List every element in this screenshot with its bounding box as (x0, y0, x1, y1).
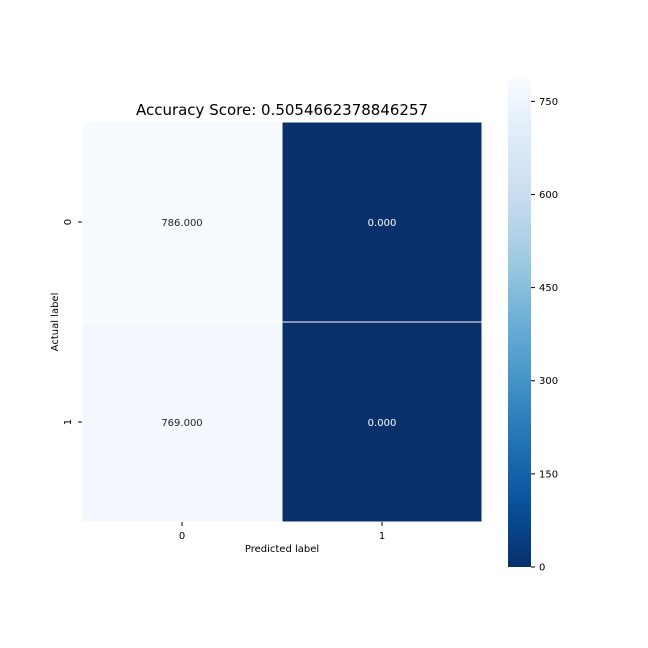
colorbar-tick-label-0: 0 (539, 563, 545, 574)
colorbar-tick-label-5: 750 (539, 97, 558, 108)
colorbar-tick-label-2: 300 (539, 376, 558, 387)
colorbar-tick-label-3: 450 (539, 283, 558, 294)
cell-value-label-0-1: 0.000 (368, 218, 397, 229)
chart-title: Accuracy Score: 0.5054662378846257 (136, 101, 428, 119)
heatmap-cell-1-1 (281, 321, 483, 523)
colorbar (508, 79, 531, 567)
heatmap-cells (81, 121, 483, 523)
y-tick-label-0: 0 (63, 219, 74, 225)
y-axis-label: Actual label (50, 293, 61, 352)
heatmap-cell-labels: 786.000 0.000 769.000 0.000 (161, 218, 396, 429)
x-axis-label: Predicted label (245, 544, 319, 555)
x-tick-label-0: 0 (179, 531, 185, 542)
y-tick-label-1: 1 (63, 419, 74, 425)
heatmap-cell-0-0 (81, 121, 283, 323)
colorbar-tick-label-1: 150 (539, 469, 558, 480)
heatmap-cell-1-0 (81, 321, 283, 523)
cell-value-label-1-1: 0.000 (368, 418, 397, 429)
x-tick-label-1: 1 (379, 531, 385, 542)
y-axis-ticks: 01 (63, 219, 82, 425)
cell-value-label-0-0: 786.000 (161, 218, 202, 229)
heatmap-cell-0-1 (281, 121, 483, 323)
colorbar-tick-label-4: 600 (539, 190, 558, 201)
cell-value-label-1-0: 769.000 (161, 418, 202, 429)
colorbar-ticks: 0 150 300 450 600 750 (531, 97, 558, 574)
